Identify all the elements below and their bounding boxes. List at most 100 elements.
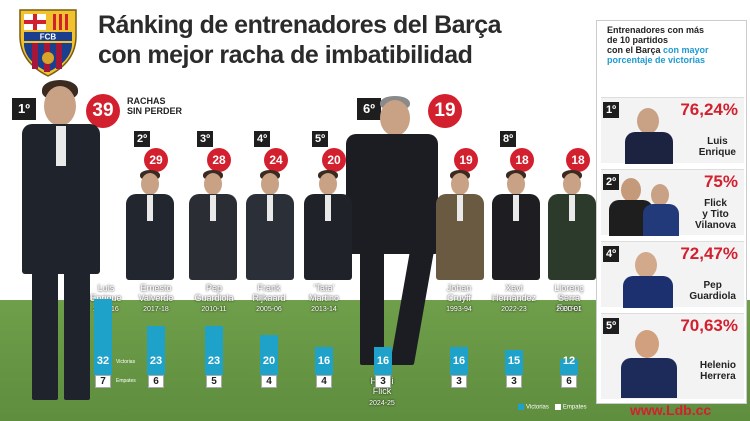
panel-rank-4: 5º: [603, 318, 620, 334]
draws-value-3: 5: [206, 375, 222, 388]
streak-badge-7: 19: [454, 148, 478, 172]
wins-bar-7: [450, 347, 468, 375]
wins-bar-8: [505, 350, 523, 375]
wins-value-8: 15: [507, 355, 521, 367]
draws-value-2: 6: [148, 375, 164, 388]
panel-name-4: Helenio Herrera: [699, 360, 736, 382]
streak-badge-6: 19: [428, 94, 462, 128]
rank-box-8: 8º: [500, 131, 517, 147]
legend: Victorias Empates: [518, 404, 587, 411]
wins-bar-9: [560, 359, 578, 375]
coach-name-7: Johan Cruyff: [446, 283, 472, 303]
title-line-2: con mejor racha de imbatibilidad: [98, 41, 473, 69]
draws-value-8: 3: [506, 375, 522, 388]
panel-pct-3: 72,47%: [680, 244, 738, 263]
wins-value-9: 12: [562, 355, 576, 367]
draws-value-9: 6: [561, 375, 577, 388]
coach-photo-1: [20, 80, 105, 410]
streak-badge-9: 18: [566, 148, 590, 172]
streak-badge-8: 18: [510, 148, 534, 172]
draws-bar-label: Empates: [116, 378, 136, 384]
coach-season-6: 2024-25: [369, 400, 395, 407]
wins-value-5: 16: [317, 355, 331, 367]
rachas-label: RACHAS SIN PERDER: [127, 96, 182, 116]
coach-photo-5: [302, 170, 354, 282]
streak-badge-1: 39: [86, 94, 120, 128]
coach-name-8: Xavi Hernández: [491, 283, 537, 303]
wins-bar-5: [315, 347, 333, 375]
watermark: www.Ldb.cc: [630, 402, 712, 418]
wins-bar-2: [147, 326, 165, 375]
panel-rank-3: 4º: [603, 246, 620, 262]
wins-bar-6: [374, 347, 392, 375]
draws-value-5: 4: [316, 375, 332, 388]
coach-photo-4: [244, 170, 296, 282]
rank-box-6: 6º: [357, 98, 381, 120]
coach-season-9: 2000-01: [556, 306, 582, 313]
wins-bar-3: [205, 326, 223, 375]
legend-draws: Empates: [554, 404, 587, 411]
coach-season-3: 2010-11: [201, 306, 227, 313]
coach-season-2: 2017-18: [143, 306, 169, 313]
rank-box-2: 2º: [134, 131, 151, 147]
panel-header: Entrenadores con más de 10 partidos con …: [607, 25, 709, 65]
panel-rank-1: 1º: [603, 102, 620, 118]
svg-text:FCB: FCB: [40, 33, 57, 42]
draws-value-4: 4: [261, 375, 277, 388]
coach-photo-6: [342, 96, 440, 376]
panel-row-3: 4º 72,47% Pep Guardiola: [601, 241, 744, 308]
title-line-1: Ránking de entrenadores del Barça: [98, 11, 502, 39]
panel-name-2: Flick y Tito Vilanova: [695, 198, 736, 231]
coach-season-5: 2013-14: [311, 306, 337, 313]
coach-name-1: Luis Enrique: [90, 283, 122, 303]
fcb-crest-icon: FCB: [19, 9, 77, 77]
streak-badge-2: 29: [144, 148, 168, 172]
panel-row-4: 5º 70,63% Helenio Herrera: [601, 313, 744, 399]
wins-bar-1: [94, 299, 112, 375]
wins-value-2: 23: [149, 355, 163, 367]
panel-row-1: 1º 76,24% Luis Enrique: [601, 97, 744, 164]
draws-value-1: 7: [95, 375, 111, 388]
coach-name-9: Llorenç Serra Ferrer: [554, 283, 584, 313]
coach-name-5: 'Tata' Martino: [308, 283, 339, 303]
panel-header-highlight: con mayor porcentaje de victorias: [607, 45, 709, 65]
wins-value-3: 23: [207, 355, 221, 367]
streak-badge-5: 20: [322, 148, 346, 172]
page-title: Ránking de entrenadores del Barça con me…: [98, 10, 502, 70]
wins-value-4: 20: [262, 355, 276, 367]
win-percentage-panel: Entrenadores con más de 10 partidos con …: [596, 20, 747, 404]
panel-rank-2: 2º: [603, 174, 620, 190]
wins-value-7: 16: [452, 355, 466, 367]
panel-name-3: Pep Guardiola: [689, 280, 736, 302]
panel-pct-1: 76,24%: [680, 100, 738, 119]
coach-season-8: 2022-23: [501, 306, 527, 313]
rachas-line-2: SIN PERDER: [127, 106, 183, 116]
coach-photo-8: [490, 170, 542, 282]
wins-bar-label: Victorias: [116, 359, 136, 365]
wins-value-1: 32: [96, 355, 110, 367]
panel-name-1: Luis Enrique: [698, 136, 736, 158]
coach-season-4: 2005-06: [256, 306, 282, 313]
draws-value-6: 3: [375, 375, 391, 388]
rank-box-1: 1º: [12, 98, 36, 120]
streak-badge-4: 24: [264, 148, 288, 172]
coach-name-3: Pep Guardiola: [194, 283, 234, 303]
rank-box-3: 3º: [197, 131, 214, 147]
panel-pct-4: 70,63%: [680, 316, 738, 335]
panel-row-2: 2º 75% Flick y Tito Vilanova: [601, 169, 744, 236]
wins-bar-4: [260, 335, 278, 375]
panel-pct-2: 75%: [703, 172, 738, 191]
coach-name-4: Frank Rijkaard: [252, 283, 286, 303]
coach-season-7: 1993-94: [446, 306, 472, 313]
rachas-line-1: RACHAS: [127, 96, 166, 106]
coach-photo-7: [434, 170, 486, 282]
coach-photo-3: [187, 170, 239, 282]
wins-value-6: 16: [376, 355, 390, 367]
coach-name-2: Ernesto Valverde: [138, 283, 174, 303]
rank-box-5: 5º: [312, 131, 329, 147]
coach-photo-2: [124, 170, 176, 282]
draws-value-7: 3: [451, 375, 467, 388]
legend-wins: Victorias: [518, 404, 549, 411]
streak-badge-3: 28: [207, 148, 231, 172]
